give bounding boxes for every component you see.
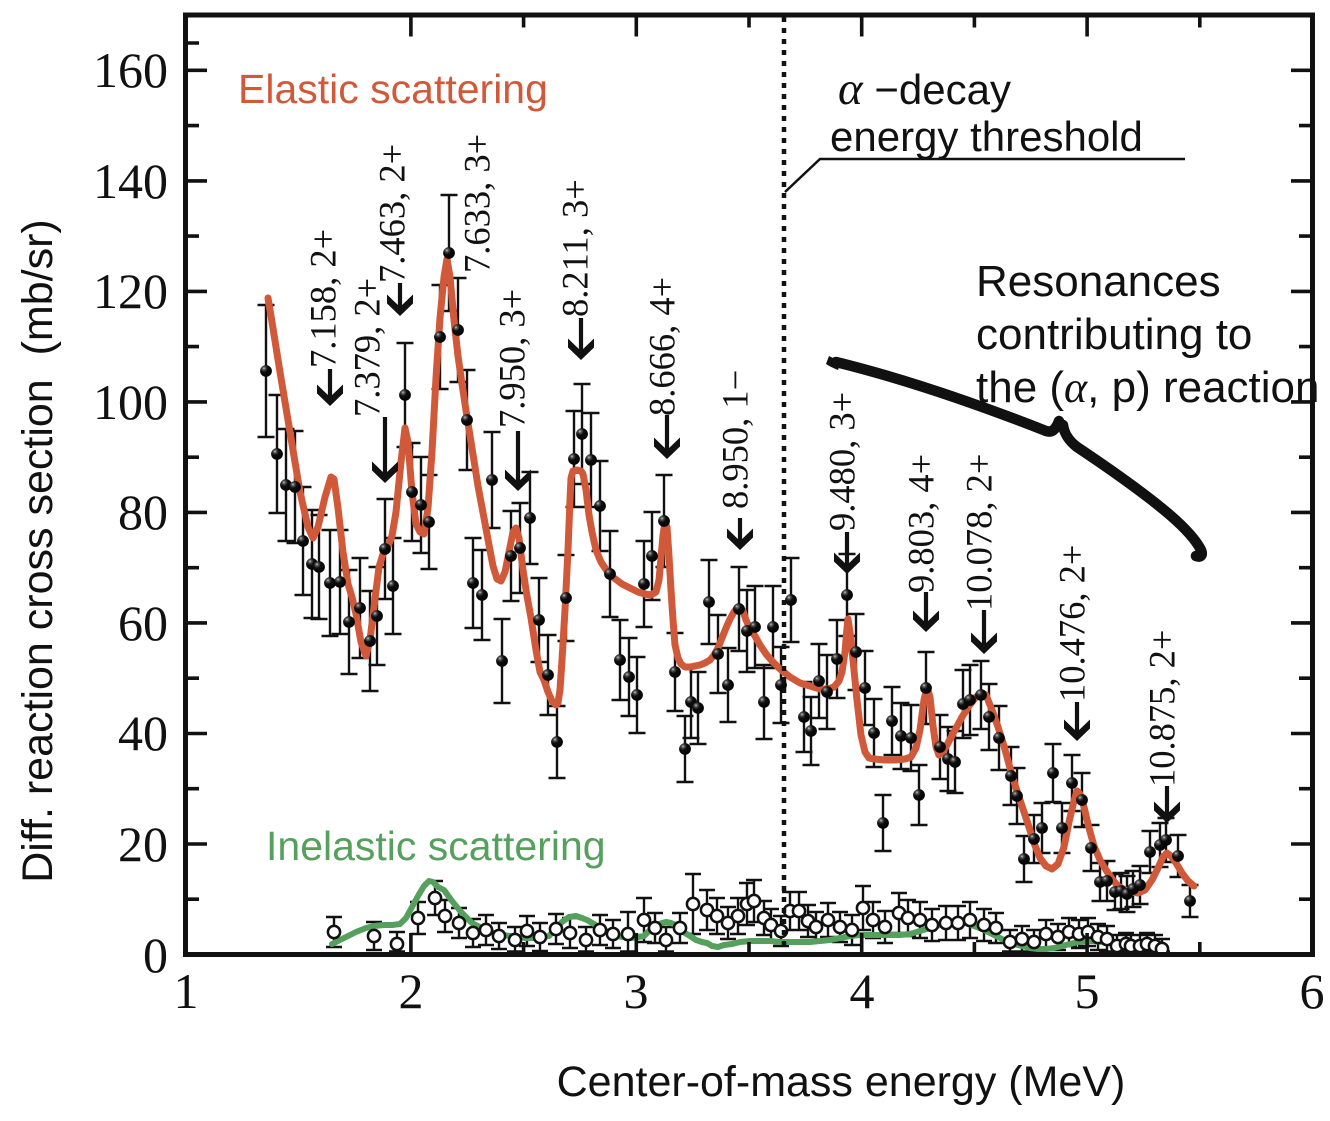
svg-text:4: 4 [850,963,875,1019]
svg-text:Resonances: Resonances [976,257,1221,306]
svg-text:100: 100 [93,374,168,430]
svg-text:0: 0 [143,927,168,983]
svg-text:7.463, 2+: 7.463, 2+ [371,144,412,283]
svg-text:7.633, 3+: 7.633, 3+ [456,134,497,273]
svg-text:7.950, 3+: 7.950, 3+ [491,289,532,428]
svg-text:10.476, 2+: 10.476, 2+ [1051,545,1092,702]
svg-text:2: 2 [399,963,424,1019]
svg-text:1: 1 [174,963,199,1019]
svg-text:40: 40 [118,705,168,761]
svg-text:10.078, 2+: 10.078, 2+ [958,454,999,611]
svg-text:9.803, 4+: 9.803, 4+ [900,454,941,593]
svg-text:8.211, 3+: 8.211, 3+ [554,179,595,317]
svg-text:energy threshold: energy threshold [830,113,1143,160]
svg-text:Inelastic scattering: Inelastic scattering [266,823,606,869]
svg-text:5: 5 [1075,963,1100,1019]
svg-text:60: 60 [118,595,168,651]
svg-text:10.875, 2+: 10.875, 2+ [1141,630,1182,787]
svg-text:Center-of-mass energy (MeV): Center-of-mass energy (MeV) [557,1058,1126,1106]
svg-text:80: 80 [118,484,168,540]
svg-text:120: 120 [93,263,168,319]
svg-text:Diff. reaction cross section: Diff. reaction cross section (mb/sr) [14,219,62,883]
svg-text:the (α, p) reaction: the (α, p) reaction [976,363,1320,412]
svg-text:α −decay: α −decay [838,63,1011,115]
svg-text:140: 140 [93,153,168,209]
svg-text:7.379, 2+: 7.379, 2+ [346,278,387,417]
svg-text:6: 6 [1300,963,1325,1019]
svg-text:160: 160 [93,42,168,98]
svg-text:8.950, 1−: 8.950, 1− [714,370,755,509]
svg-text:9.480, 3+: 9.480, 3+ [821,392,862,531]
svg-text:8.666, 4+: 8.666, 4+ [641,277,682,416]
svg-text:Elastic scattering: Elastic scattering [238,66,548,112]
svg-text:7.158, 2+: 7.158, 2+ [302,229,343,368]
svg-text:20: 20 [118,816,168,872]
svg-text:3: 3 [624,963,649,1019]
svg-text:contributing to: contributing to [976,310,1252,359]
